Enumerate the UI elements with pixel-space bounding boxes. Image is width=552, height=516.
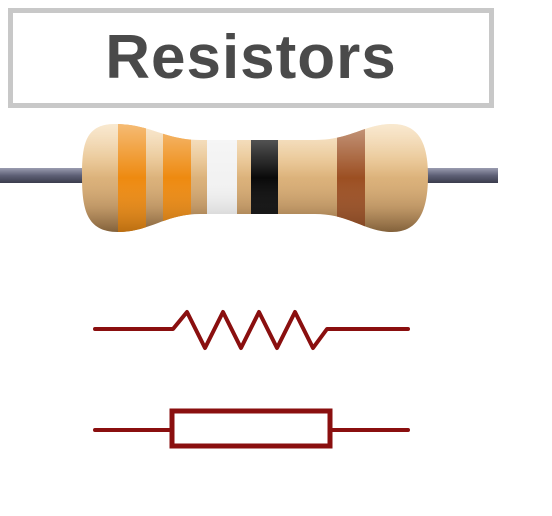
left-lead [0, 168, 90, 183]
title: Resistors [105, 23, 397, 92]
zigzag-resistor-symbol [93, 310, 410, 350]
right-lead [420, 168, 498, 183]
rectangle-resistor-symbol [93, 408, 410, 449]
title-box: Resistors [8, 8, 494, 108]
